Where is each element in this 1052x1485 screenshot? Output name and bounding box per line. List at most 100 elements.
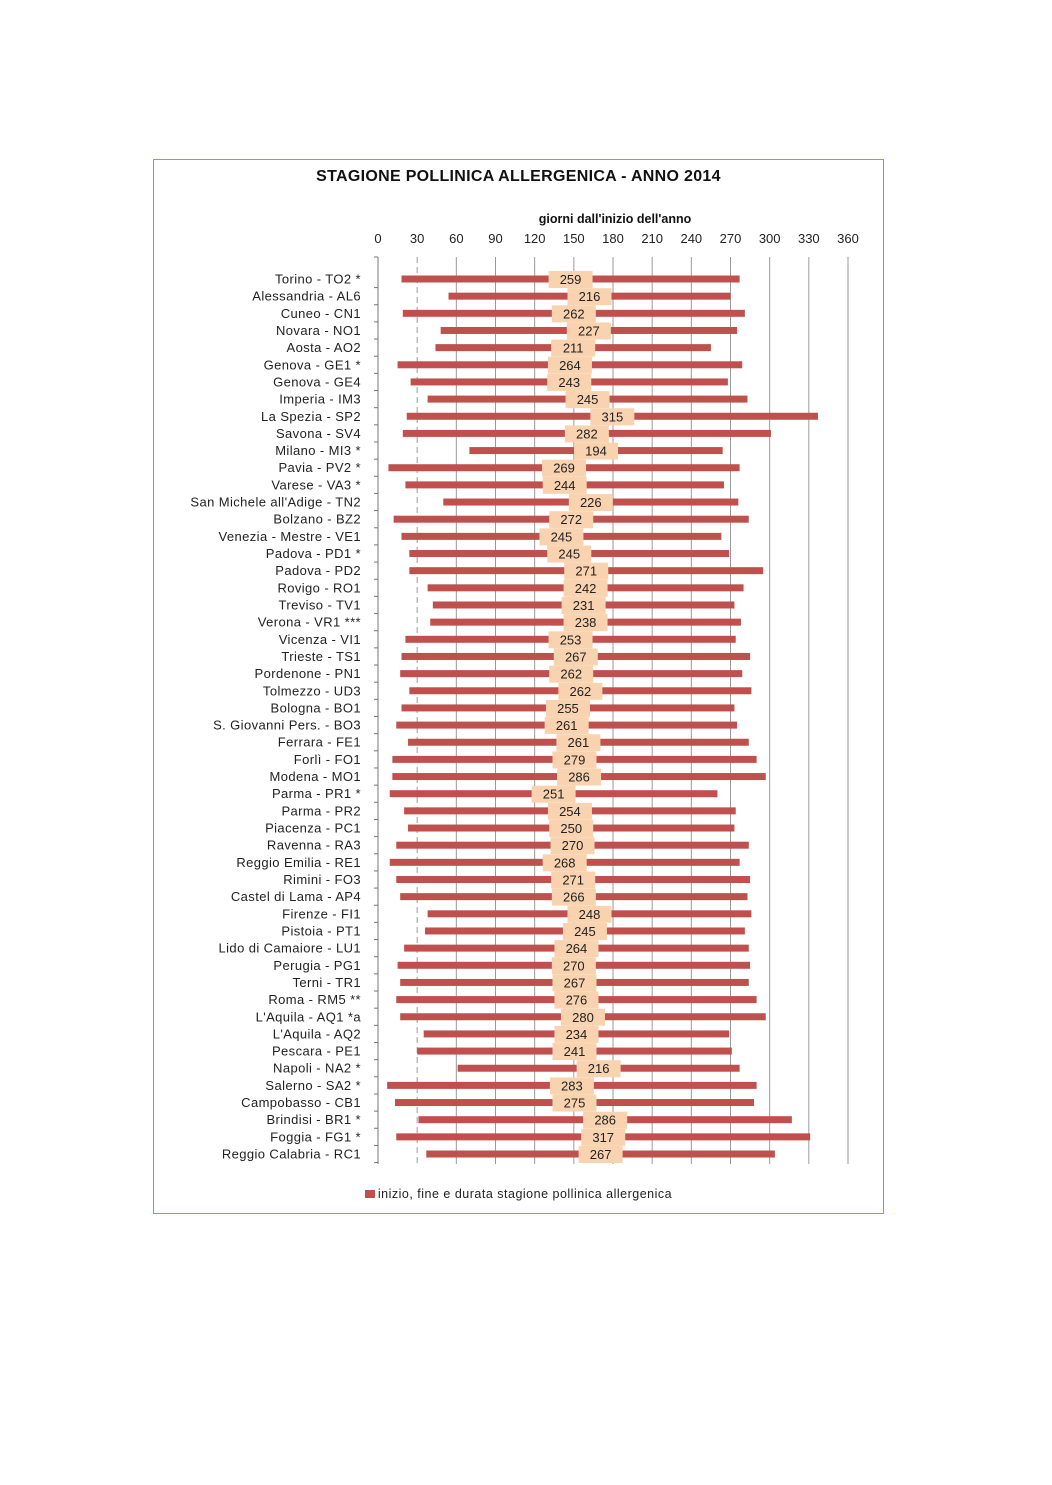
category-label: Rovigo - RO1 (277, 580, 361, 595)
category-label: Novara - NO1 (276, 323, 361, 338)
data-label: 234 (566, 1027, 588, 1042)
data-label: 242 (575, 581, 597, 596)
x-tick-label: 300 (759, 231, 781, 246)
data-label-bg (547, 802, 592, 820)
data-label-bg (581, 1128, 626, 1146)
data-label-bg (563, 579, 608, 597)
data-label: 267 (564, 975, 586, 990)
category-label: S. Giovanni Pers. - BO3 (213, 718, 361, 733)
data-label: 315 (601, 409, 623, 424)
data-label-bg (556, 734, 601, 752)
data-label: 267 (565, 649, 587, 664)
category-label: Firenze - FI1 (282, 906, 361, 921)
data-label: 227 (578, 323, 600, 338)
data-label: 282 (576, 426, 598, 441)
category-label: Imperia - IM3 (279, 392, 361, 407)
category-label: Genova - GE4 (273, 374, 361, 389)
data-label: 243 (558, 375, 580, 390)
x-tick-label: 360 (837, 231, 859, 246)
x-axis-title: giorni dall'inizio dell'anno (539, 212, 692, 226)
category-label: Varese - VA3 * (271, 477, 361, 492)
category-label: Pavia - PV2 * (278, 460, 361, 475)
category-label: Modena - MO1 (269, 769, 361, 784)
data-label-bg (545, 699, 590, 717)
data-label: 253 (560, 632, 582, 647)
legend-swatch (364, 1190, 375, 1198)
data-label-bg (583, 1111, 628, 1129)
category-label: Forlì - FO1 (294, 752, 361, 767)
data-label-bg (551, 305, 596, 323)
data-label-bg (542, 459, 587, 477)
data-label-bg (549, 665, 594, 683)
data-label-bg (531, 785, 576, 803)
data-label-bg (568, 494, 613, 512)
data-label-bg (552, 751, 597, 769)
data-label-bg (547, 356, 592, 374)
data-label: 216 (579, 289, 601, 304)
x-tick-label: 210 (641, 231, 663, 246)
data-label-bg (554, 991, 599, 1009)
category-label: Parma - PR2 (281, 803, 361, 818)
data-label: 238 (575, 615, 597, 630)
data-label-bg (564, 562, 609, 580)
data-label-bg (560, 1008, 605, 1026)
data-label: 194 (585, 444, 607, 459)
category-label: Pordenone - PN1 (255, 666, 361, 681)
x-tick-label: 330 (798, 231, 820, 246)
data-label-bg (552, 1094, 597, 1112)
data-label: 317 (592, 1130, 614, 1145)
category-label: Napoli - NA2 * (273, 1061, 361, 1076)
category-label: Campobasso - CB1 (241, 1095, 361, 1110)
data-label: 272 (560, 512, 582, 527)
data-label: 245 (577, 392, 599, 407)
category-label: Ravenna - RA3 (267, 838, 361, 853)
data-label-bg (551, 888, 596, 906)
category-label: Foggia - FG1 * (270, 1129, 361, 1144)
category-label: Piacenza - PC1 (265, 821, 361, 836)
data-label: 269 (553, 461, 575, 476)
category-label: L'Aquila - AQ1 *a (256, 1009, 362, 1024)
data-label: 259 (560, 272, 582, 287)
x-tick-label: 270 (720, 231, 742, 246)
data-label-bg (554, 1025, 599, 1043)
data-label: 262 (563, 306, 585, 321)
data-label: 226 (580, 495, 602, 510)
data-label-bg (567, 905, 612, 923)
data-label: 244 (554, 478, 576, 493)
data-label-bg (562, 922, 607, 940)
category-label: Terni - TR1 (293, 975, 361, 990)
data-label-bg (539, 528, 584, 546)
legend-label: inizio, fine e durata stagione pollinica… (377, 1187, 673, 1201)
category-label: Bologna - BO1 (271, 700, 361, 715)
data-label-bg (566, 322, 611, 340)
data-label: 286 (594, 1113, 616, 1128)
data-label-bg (551, 957, 596, 975)
data-label-bg (561, 596, 606, 614)
data-label: 261 (568, 735, 590, 750)
category-label: Aosta - AO2 (287, 340, 362, 355)
category-label: L'Aquila - AQ2 (273, 1026, 361, 1041)
category-label: Lido di Camaiore - LU1 (219, 941, 361, 956)
category-label: Reggio Calabria - RC1 (222, 1147, 361, 1162)
data-label: 245 (558, 547, 580, 562)
data-label-bg (542, 854, 587, 872)
data-label: 266 (563, 890, 585, 905)
data-label: 271 (575, 564, 597, 579)
category-label: Alessandria - AL6 (252, 289, 361, 304)
category-label: Tolmezzo - UD3 (263, 683, 361, 698)
data-label: 254 (559, 804, 581, 819)
category-label: Reggio Emilia - RE1 (236, 855, 361, 870)
data-label: 262 (570, 684, 592, 699)
data-label-bg (551, 871, 596, 889)
category-label: Torino - TO2 * (275, 272, 361, 287)
category-label: Salerno - SA2 * (265, 1078, 361, 1093)
data-label: 275 (564, 1096, 586, 1111)
data-label: 264 (559, 358, 581, 373)
data-label-bg (544, 717, 589, 735)
category-label: Padova - PD2 (275, 563, 361, 578)
category-label: Genova - GE1 * (264, 357, 361, 372)
category-label: Bolzano - BZ2 (273, 512, 361, 527)
data-label-bg (574, 442, 619, 460)
data-label-bg (567, 288, 612, 306)
